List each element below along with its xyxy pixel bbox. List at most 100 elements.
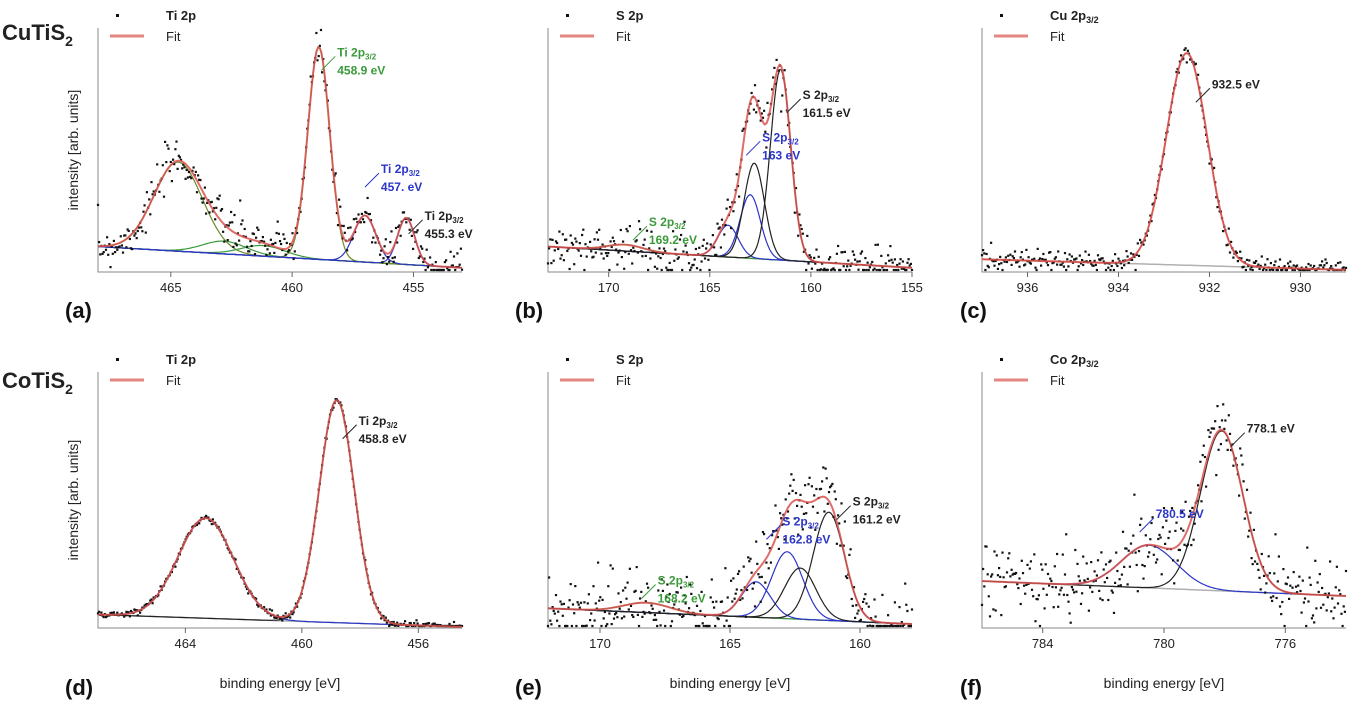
data-point (448, 268, 451, 272)
data-point (1240, 454, 1243, 457)
data-point (1344, 569, 1348, 573)
data-point (619, 601, 622, 604)
data-point (1112, 611, 1116, 614)
data-point (980, 254, 984, 257)
data-point (1284, 268, 1287, 272)
data-point (1199, 460, 1202, 463)
data-point (710, 578, 713, 581)
data-point (667, 600, 670, 603)
data-point (1070, 586, 1073, 589)
data-point (1265, 268, 1268, 272)
data-point (431, 623, 434, 626)
data-point (636, 613, 639, 616)
data-point (1269, 262, 1272, 265)
data-point (618, 249, 621, 252)
data-point (838, 522, 841, 525)
data-point (285, 241, 288, 245)
data-point (234, 558, 237, 561)
data-point (1333, 606, 1336, 609)
data-point (683, 220, 686, 223)
data-point (1292, 571, 1295, 574)
data-point (653, 265, 656, 268)
data-point (1228, 432, 1232, 435)
data-point (681, 268, 684, 272)
data-point (1042, 587, 1045, 590)
data-point (783, 538, 786, 541)
data-point (880, 254, 883, 257)
data-point (1245, 258, 1249, 261)
annotation-subscript: 3/2 (409, 169, 421, 178)
data-point (685, 575, 688, 579)
data-point (269, 238, 272, 241)
data-point (682, 614, 685, 617)
data-point (109, 611, 112, 615)
data-point (1326, 596, 1329, 599)
data-point (429, 256, 432, 259)
annotation-leader (632, 225, 648, 241)
data-point (1297, 584, 1300, 587)
data-point (610, 623, 613, 626)
data-point (239, 199, 242, 202)
data-point (391, 256, 394, 260)
data-point (633, 249, 636, 253)
data-point (709, 596, 712, 599)
data-point (1066, 258, 1069, 261)
data-point (216, 197, 219, 200)
data-point (1257, 263, 1260, 266)
data-point (240, 223, 243, 226)
data-point (190, 177, 193, 180)
data-point (711, 234, 714, 237)
data-point (1051, 585, 1054, 589)
data-point (1101, 257, 1104, 260)
data-point (294, 602, 297, 605)
data-point (759, 119, 762, 122)
data-point (368, 212, 371, 216)
x-axis-title: binding energy [eV] (220, 675, 341, 691)
data-point (1250, 266, 1253, 269)
data-point (1274, 260, 1277, 263)
data-point (421, 247, 424, 250)
data-point (1223, 427, 1226, 430)
data-point (792, 478, 795, 481)
data-point (609, 564, 612, 567)
data-point (1036, 598, 1039, 601)
data-point (1001, 551, 1004, 554)
data-point (394, 226, 398, 230)
data-point (1089, 259, 1092, 263)
data-point (726, 596, 729, 599)
data-point (1060, 586, 1063, 589)
data-point (813, 494, 816, 497)
data-point (217, 525, 220, 528)
data-point (647, 268, 650, 272)
data-point (1342, 605, 1345, 608)
data-point (724, 567, 727, 570)
x-tick-label: 160 (849, 636, 871, 651)
data-point (1217, 448, 1220, 451)
data-point (994, 609, 997, 612)
data-point (750, 571, 753, 574)
data-point (559, 600, 562, 603)
data-point (568, 599, 571, 602)
data-point (665, 595, 668, 599)
data-point (1057, 605, 1060, 608)
data-point (134, 232, 137, 235)
data-point (720, 600, 724, 603)
data-point (116, 248, 119, 251)
data-point (773, 66, 776, 69)
data-point (1184, 500, 1187, 503)
data-point (586, 602, 589, 605)
data-point (996, 574, 999, 577)
data-point (360, 212, 363, 215)
data-point (1205, 485, 1208, 488)
data-point (199, 179, 202, 182)
data-point (1291, 268, 1294, 272)
data-point (1092, 264, 1095, 267)
data-point (410, 234, 413, 237)
data-point (653, 614, 656, 617)
data-point (755, 540, 758, 543)
data-point (1110, 264, 1113, 268)
data-point (670, 620, 674, 623)
data-point (635, 566, 638, 569)
fit-line (98, 46, 463, 269)
data-point (136, 614, 139, 617)
